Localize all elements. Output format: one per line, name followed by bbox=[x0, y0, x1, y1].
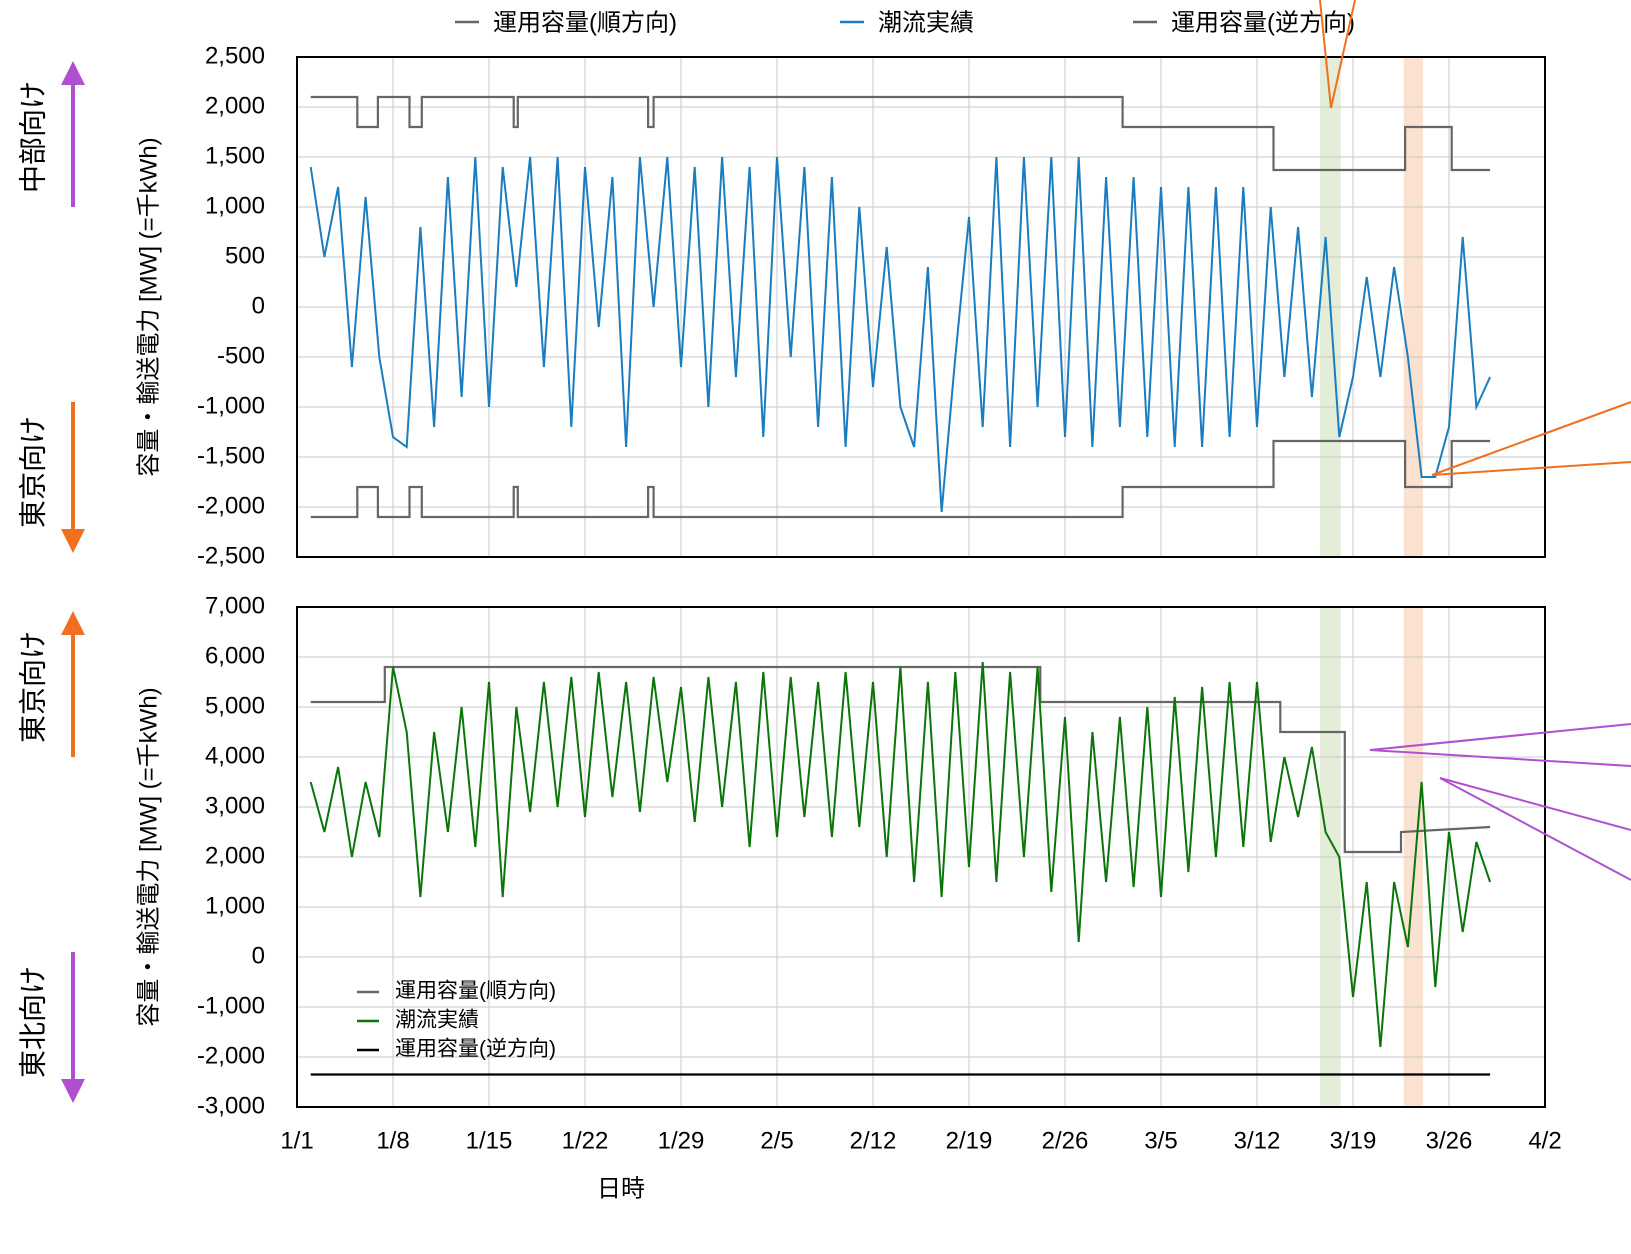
x-tick-label: 3/19 bbox=[1330, 1127, 1377, 1154]
x-tick-label: 4/2 bbox=[1528, 1127, 1561, 1154]
y-tick-label: -1,500 bbox=[197, 442, 265, 469]
legend-label: 運用容量(逆方向) bbox=[395, 1038, 556, 1061]
side-label: 東京向け bbox=[17, 416, 48, 528]
series-line bbox=[309, 661, 1492, 1048]
y-tick-label: 0 bbox=[252, 292, 265, 319]
annotation-line bbox=[1319, 0, 1332, 109]
series-line bbox=[310, 665, 1491, 854]
legend-label: 運用容量(順方向) bbox=[493, 9, 677, 36]
x-tick-label: 3/12 bbox=[1234, 1127, 1281, 1154]
y-tick-label: 1,000 bbox=[205, 892, 265, 919]
x-tick-label: 2/12 bbox=[850, 1127, 897, 1154]
x-tick-label: 1/22 bbox=[562, 1127, 609, 1154]
y-tick-label: -2,000 bbox=[197, 492, 265, 519]
y-axis-label: 容量・輸送電力 [MW] (=千kWh) bbox=[135, 687, 162, 1026]
legend-label: 潮流実績 bbox=[878, 9, 974, 36]
annotation-line bbox=[1431, 401, 1631, 476]
y-tick-label: -2,000 bbox=[197, 1042, 265, 1069]
annotation-line bbox=[1431, 461, 1631, 476]
legend-label: 潮流実績 bbox=[395, 1009, 479, 1032]
annotation-arrows bbox=[1319, 0, 1631, 881]
direction-arrow-head bbox=[61, 529, 85, 553]
y-tick-label: 7,000 bbox=[205, 592, 265, 619]
y-tick-label: 4,000 bbox=[205, 742, 265, 769]
series-line bbox=[310, 95, 1491, 172]
plot-frame bbox=[296, 56, 1546, 558]
y-tick-label: -1,000 bbox=[197, 392, 265, 419]
x-tick-label: 2/19 bbox=[946, 1127, 993, 1154]
series-line bbox=[309, 156, 1492, 513]
side-label: 中部向け bbox=[17, 81, 48, 193]
side-label: 東京向け bbox=[17, 631, 48, 743]
y-tick-label: 1,000 bbox=[205, 192, 265, 219]
y-tick-label: 6,000 bbox=[205, 642, 265, 669]
annotation-line bbox=[1439, 777, 1631, 831]
legend-label: 運用容量(逆方向) bbox=[1171, 9, 1355, 36]
y-tick-label: 2,000 bbox=[205, 92, 265, 119]
x-axis-label: 日時 bbox=[597, 1175, 645, 1202]
direction-arrow-head bbox=[61, 611, 85, 635]
y-tick-label: 2,500 bbox=[205, 42, 265, 69]
x-tick-label: 1/29 bbox=[658, 1127, 705, 1154]
plot-frame bbox=[296, 606, 1546, 1108]
y-tick-label: 2,000 bbox=[205, 842, 265, 869]
y-tick-label: -500 bbox=[217, 342, 265, 369]
x-tick-label: 1/1 bbox=[280, 1127, 313, 1154]
x-tick-label: 1/15 bbox=[466, 1127, 513, 1154]
y-tick-label: 5,000 bbox=[205, 692, 265, 719]
annotation-line bbox=[1439, 777, 1631, 881]
y-tick-label: -1,000 bbox=[197, 992, 265, 1019]
y-tick-label: -3,000 bbox=[197, 1092, 265, 1119]
x-tick-label: 2/5 bbox=[760, 1127, 793, 1154]
y-tick-label: 500 bbox=[225, 242, 265, 269]
x-tick-label: 2/26 bbox=[1042, 1127, 1089, 1154]
y-tick-label: 3,000 bbox=[205, 792, 265, 819]
y-tick-label: 1,500 bbox=[205, 142, 265, 169]
x-tick-label: 3/26 bbox=[1426, 1127, 1473, 1154]
annotation-line bbox=[1369, 749, 1631, 767]
legend-label: 運用容量(順方向) bbox=[395, 980, 556, 1003]
direction-arrow-head bbox=[61, 61, 85, 85]
y-tick-label: -2,500 bbox=[197, 542, 265, 569]
series-line bbox=[310, 439, 1491, 519]
x-tick-label: 3/5 bbox=[1144, 1127, 1177, 1154]
annotation-line bbox=[1330, 0, 1356, 109]
y-axis-label: 容量・輸送電力 [MW] (=千kWh) bbox=[135, 137, 162, 476]
side-label: 東北向け bbox=[17, 966, 48, 1078]
annotation-line bbox=[1369, 723, 1631, 751]
x-tick-label: 1/8 bbox=[376, 1127, 409, 1154]
direction-arrow-head bbox=[61, 1079, 85, 1103]
y-tick-label: 0 bbox=[252, 942, 265, 969]
